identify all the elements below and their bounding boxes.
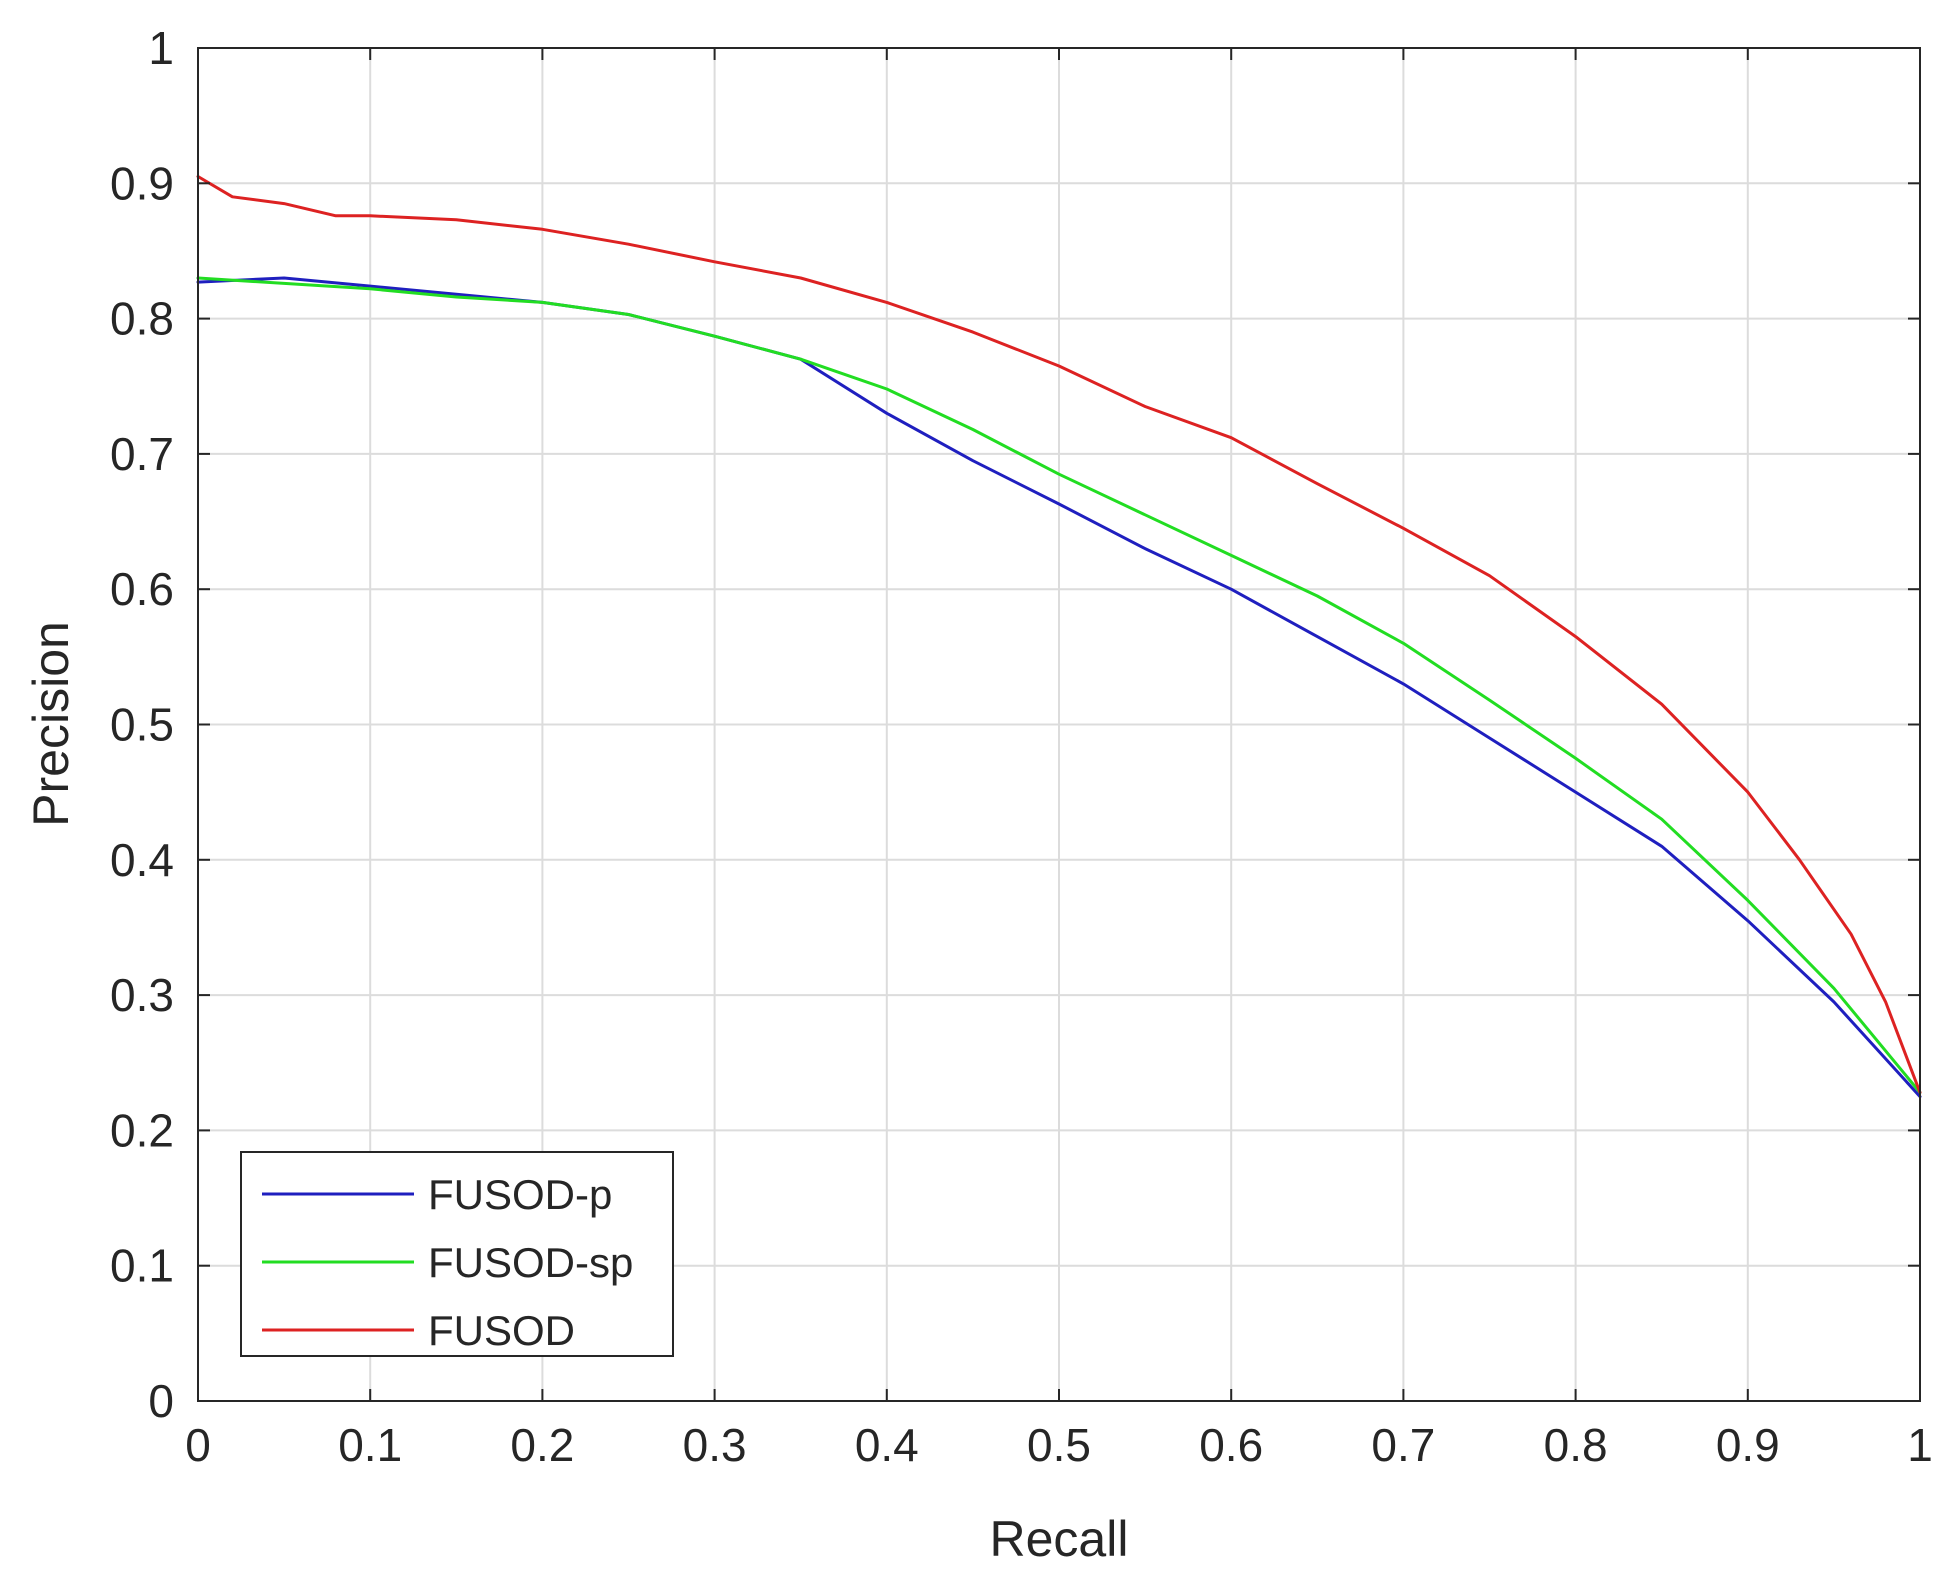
legend: FUSOD-p FUSOD-sp FUSOD <box>240 1151 674 1357</box>
y-tick-label: 0 <box>148 1375 174 1427</box>
x-tick-label: 0.2 <box>510 1419 574 1471</box>
x-tick-label: 0.9 <box>1716 1419 1780 1471</box>
y-tick-label: 0.1 <box>110 1240 174 1292</box>
x-tick-label: 0.1 <box>338 1419 402 1471</box>
y-tick-label: 1 <box>148 22 174 74</box>
legend-label-fusod: FUSOD <box>428 1307 575 1354</box>
series-line-fusod-sp <box>196 276 1922 1094</box>
legend-label-fusod-sp: FUSOD-sp <box>428 1239 633 1286</box>
x-tick-label: 0.7 <box>1371 1419 1435 1471</box>
x-tick-label: 0.6 <box>1199 1419 1263 1471</box>
y-axis-label: Precision <box>23 621 79 827</box>
y-tick-label: 0.2 <box>110 1104 174 1156</box>
series-line-fusod <box>196 175 1922 1094</box>
legend-items: FUSOD-p FUSOD-sp FUSOD <box>262 1171 633 1354</box>
y-tick-label: 0.6 <box>110 563 174 615</box>
x-tick-label: 0.4 <box>855 1419 919 1471</box>
series-line-fusod-p <box>196 276 1922 1099</box>
x-tick-label: 1 <box>1907 1419 1933 1471</box>
y-tick-label: 0.7 <box>110 428 174 480</box>
y-tick-label: 0.4 <box>110 834 174 886</box>
x-tick-label: 0.3 <box>683 1419 747 1471</box>
x-axis-label: Recall <box>990 1511 1129 1567</box>
tick-layer: 0 0.1 0.2 0.3 0.4 0.5 0.6 0.7 0.8 0.9 1 0 0.1 0.2 0.3 0… <box>110 22 1933 1471</box>
y-tick-label: 0.8 <box>110 293 174 345</box>
legend-box <box>240 1151 674 1357</box>
legend-label-fusod-p: FUSOD-p <box>428 1171 612 1218</box>
x-tick-label: 0.5 <box>1027 1419 1091 1471</box>
x-tick-label: 0.8 <box>1544 1419 1608 1471</box>
y-tick-label: 0.3 <box>110 969 174 1021</box>
series-layer <box>196 175 1922 1099</box>
x-tick-label: 0 <box>185 1419 211 1471</box>
grid-layer <box>198 48 1920 1401</box>
y-tick-label: 0.9 <box>110 157 174 209</box>
y-tick-label: 0.5 <box>110 699 174 751</box>
